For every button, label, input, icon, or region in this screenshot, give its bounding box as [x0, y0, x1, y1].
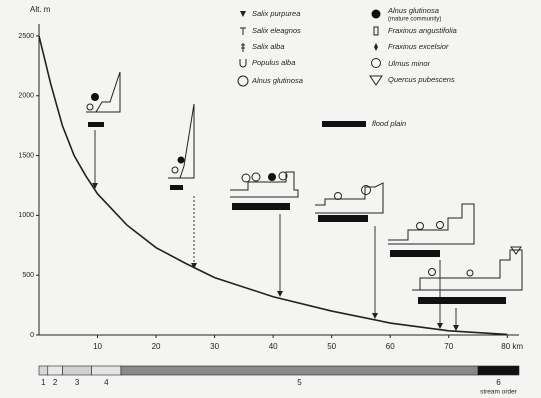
- legend-symbol: [370, 76, 382, 85]
- zone-label: 4: [104, 378, 109, 387]
- zone-label: 2: [53, 378, 58, 387]
- legend-symbol: [240, 11, 246, 17]
- flood-plain: [390, 250, 440, 257]
- zone-label: 1: [41, 378, 46, 387]
- legend-label: Fraxinus excelsior: [388, 42, 449, 51]
- tree-symbol: [91, 93, 99, 101]
- legend-symbol: [238, 76, 248, 86]
- legend-label: (mature community): [388, 17, 441, 23]
- cross-section: [388, 204, 474, 244]
- cross-section: [86, 72, 120, 112]
- x-tick-label: 40: [269, 342, 278, 351]
- y-tick-label: 0: [30, 332, 34, 339]
- legend-symbol: [240, 59, 246, 67]
- tree-symbol: [429, 269, 436, 276]
- flood-plain: [88, 122, 104, 127]
- legend-symbol: [374, 27, 378, 35]
- chart: Alt. m Salix purpurea Salix eleagnos Sal…: [0, 0, 541, 398]
- tree-symbol: [252, 173, 260, 181]
- legend-label: Alnus glutinosa: [387, 6, 439, 15]
- zone-label: 6: [496, 378, 501, 387]
- arrow-head: [372, 313, 378, 319]
- stream-zone: [62, 366, 91, 375]
- cross-section: [315, 183, 383, 213]
- stream-zone: [39, 366, 48, 375]
- tree-symbol: [242, 174, 250, 182]
- legend: Salix purpurea Salix eleagnos Salix alba…: [238, 6, 457, 128]
- legend-label: flood plain: [372, 119, 406, 128]
- legend-label: Alnus glutinosa: [251, 76, 303, 85]
- stream-zone: [92, 366, 121, 375]
- zone-label: 5: [297, 378, 302, 387]
- legend-symbol: [241, 43, 245, 52]
- arrow-head: [277, 291, 283, 297]
- stream-zone: [48, 366, 63, 375]
- flood-plain: [232, 203, 290, 210]
- flood-plain: [170, 185, 183, 190]
- legend-label: Quercus pubescens: [388, 75, 455, 84]
- y-tick-label: 2500: [18, 33, 34, 40]
- legend-symbol: [372, 10, 381, 19]
- tree-symbol: [172, 167, 178, 173]
- x-tick-label: 30: [210, 342, 219, 351]
- zone-label: 3: [75, 378, 80, 387]
- y-tick-label: 2000: [18, 93, 34, 100]
- tree-symbol: [268, 173, 276, 181]
- legend-symbol: [240, 28, 246, 35]
- legend-label: Fraxinus angustifolia: [388, 26, 457, 35]
- tree-symbol: [87, 104, 93, 110]
- x-tick-label: 60: [386, 342, 395, 351]
- tree-symbol: [178, 157, 185, 164]
- tree-symbol: [437, 222, 444, 229]
- flood-plain: [318, 215, 368, 222]
- legend-label: Salix eleagnos: [252, 26, 301, 35]
- x-tick-label: 20: [152, 342, 161, 351]
- arrow-head: [453, 325, 459, 331]
- arrow-head: [437, 323, 443, 329]
- stream-zone: [478, 366, 519, 375]
- y-tick-label: 1000: [18, 212, 34, 219]
- flood-plain: [418, 297, 506, 304]
- tree-symbol: [335, 193, 342, 200]
- legend-label: Ulmus minor: [388, 59, 431, 68]
- y-axis-label: Alt. m: [30, 5, 51, 14]
- legend-symbol: [372, 59, 381, 68]
- cross-section: [230, 172, 298, 197]
- stream-order-caption: stream order: [480, 389, 518, 396]
- y-tick-label: 500: [22, 272, 34, 279]
- legend-label: Salix purpurea: [252, 9, 300, 18]
- x-tick-label: 50: [327, 342, 336, 351]
- insets: [86, 72, 522, 331]
- legend-label: Populus alba: [252, 58, 295, 67]
- x-tick-label: 80 km: [501, 342, 523, 351]
- legend-label: Salix alba: [252, 42, 285, 51]
- stream-zone: [121, 366, 478, 375]
- tree-symbol: [467, 270, 473, 276]
- x-tick-label: 70: [444, 342, 453, 351]
- x-tick-label: 10: [93, 342, 102, 351]
- legend-symbol: [374, 43, 378, 51]
- y-tick-label: 1500: [18, 152, 34, 159]
- cross-section: [168, 104, 194, 178]
- legend-symbol: [322, 121, 366, 127]
- tree-symbol: [417, 223, 424, 230]
